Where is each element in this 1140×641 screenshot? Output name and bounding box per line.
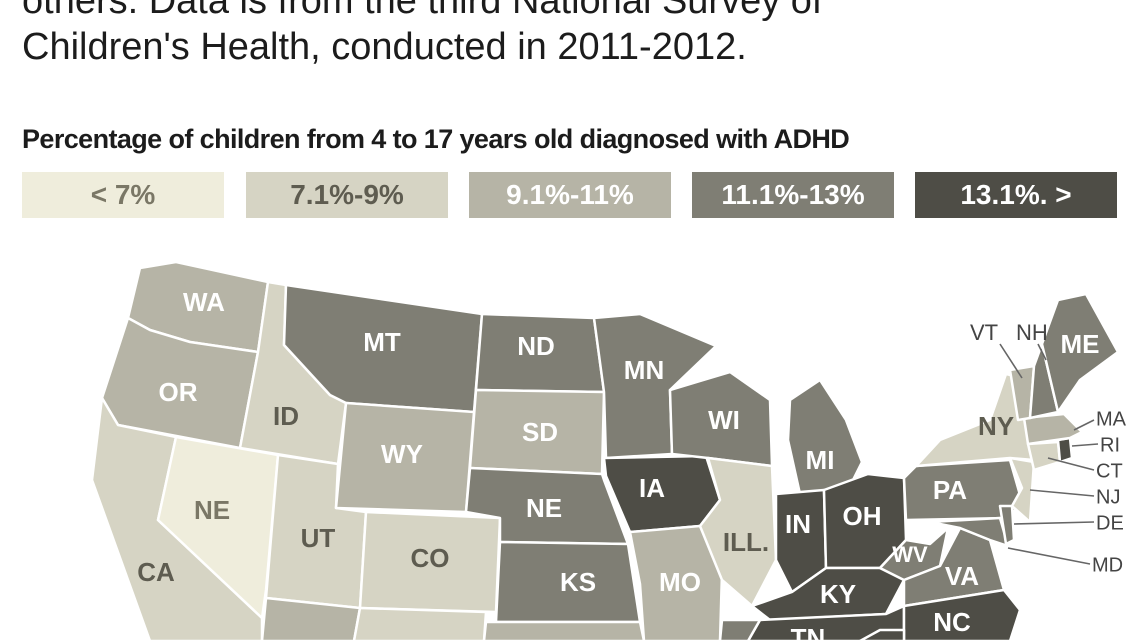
state-label-ct: CT (1096, 460, 1123, 482)
state-label-sd: SD (522, 417, 558, 447)
state-label-mi: MI (806, 445, 835, 475)
state-label-de: DE (1096, 512, 1124, 534)
state-label-ri: RI (1100, 434, 1120, 456)
de-leader-line (1013, 521, 1095, 525)
state-labels: WA OR CA ID NE UT MT WY CO ND SD NE KS M… (137, 287, 1126, 641)
state-label-ny: NY (978, 411, 1014, 441)
legend-bin-label: 9.1%-11% (506, 179, 634, 210)
state-label-pa: PA (933, 475, 967, 505)
state-label-ne: NE (526, 493, 562, 523)
state-label-mo: MO (659, 567, 701, 597)
state-ma (1022, 412, 1084, 446)
ri-leader-line (1071, 443, 1099, 447)
state-label-il: ILL. (723, 527, 769, 557)
state-label-nc: NC (933, 607, 971, 637)
state-sc (858, 628, 906, 641)
state-label-wi: WI (708, 405, 740, 435)
legend: < 7% 7.1%-9% 9.1%-11% 11.1%-13% 13.1%. > (22, 172, 1117, 218)
legend-bin-1: < 7% (22, 172, 224, 218)
state-label-wy: WY (381, 439, 423, 469)
state-label-or: OR (159, 377, 198, 407)
state-me (1040, 292, 1120, 414)
state-label-nd: ND (517, 331, 555, 361)
state-il (698, 456, 778, 608)
state-label-ma: MA (1096, 408, 1127, 430)
leader-lines (999, 343, 1099, 565)
state-ky (750, 566, 906, 622)
state-label-ut: UT (301, 523, 336, 553)
intro-line-2: Children's Health, conducted in 2011-201… (22, 26, 747, 68)
state-md (928, 516, 1010, 548)
state-label-wv: WV (892, 542, 928, 567)
state-label-co: CO (411, 543, 450, 573)
state-de (998, 504, 1016, 546)
legend-bin-label: 11.1%-13% (721, 179, 865, 210)
legend-bin-label: 7.1%-9% (290, 179, 404, 210)
ct-leader-line (1047, 457, 1095, 471)
state-label-md: MD (1092, 554, 1123, 576)
vt-leader-line (999, 343, 1023, 379)
state-label-me: ME (1061, 329, 1100, 359)
state-mi (786, 378, 864, 496)
state-label-ia: IA (639, 473, 665, 503)
state-az (260, 596, 362, 641)
legend-bin-5: 13.1%. > (915, 172, 1117, 218)
md-leader-line (1007, 547, 1091, 565)
legend-bin-2: 7.1%-9% (246, 172, 448, 218)
legend-bin-4: 11.1%-13% (692, 172, 894, 218)
state-nm (352, 606, 488, 641)
state-label-va: VA (945, 561, 979, 591)
state-label-oh: OH (843, 501, 882, 531)
state-label-vt: VT (970, 320, 998, 345)
state-ct (1026, 440, 1062, 472)
state-label-nh: NH (1016, 320, 1048, 345)
state-nj (1008, 456, 1036, 524)
state-label-ca: CA (137, 557, 175, 587)
legend-bin-label: 13.1%. > (960, 179, 1072, 210)
state-label-id: ID (273, 401, 299, 431)
legend-bin-label: < 7% (90, 179, 156, 210)
state-label-wa: WA (183, 287, 225, 317)
legend-bin-3: 9.1%-11% (469, 172, 671, 218)
ma-leader-line (1073, 419, 1095, 431)
intro-text: others. Data is from the third National … (22, 0, 1122, 70)
nj-leader-line (1029, 489, 1095, 497)
state-label-ky: KY (820, 579, 856, 609)
state-label-nv: NE (194, 495, 230, 525)
state-label-mt: MT (363, 327, 401, 357)
state-ri (1056, 436, 1074, 464)
state-label-mn: MN (624, 355, 664, 385)
state-ok (482, 620, 646, 641)
intro-line-1: others. Data is from the third National … (22, 0, 823, 22)
state-label-tn: TN (791, 623, 826, 641)
state-label-in: IN (785, 509, 811, 539)
state-ar (718, 618, 762, 641)
state-label-nj: NJ (1096, 486, 1120, 508)
state-label-ks: KS (560, 567, 596, 597)
state-nv (156, 435, 280, 620)
legend-title: Percentage of children from 4 to 17 year… (22, 124, 850, 154)
nh-leader-line (1037, 343, 1047, 361)
